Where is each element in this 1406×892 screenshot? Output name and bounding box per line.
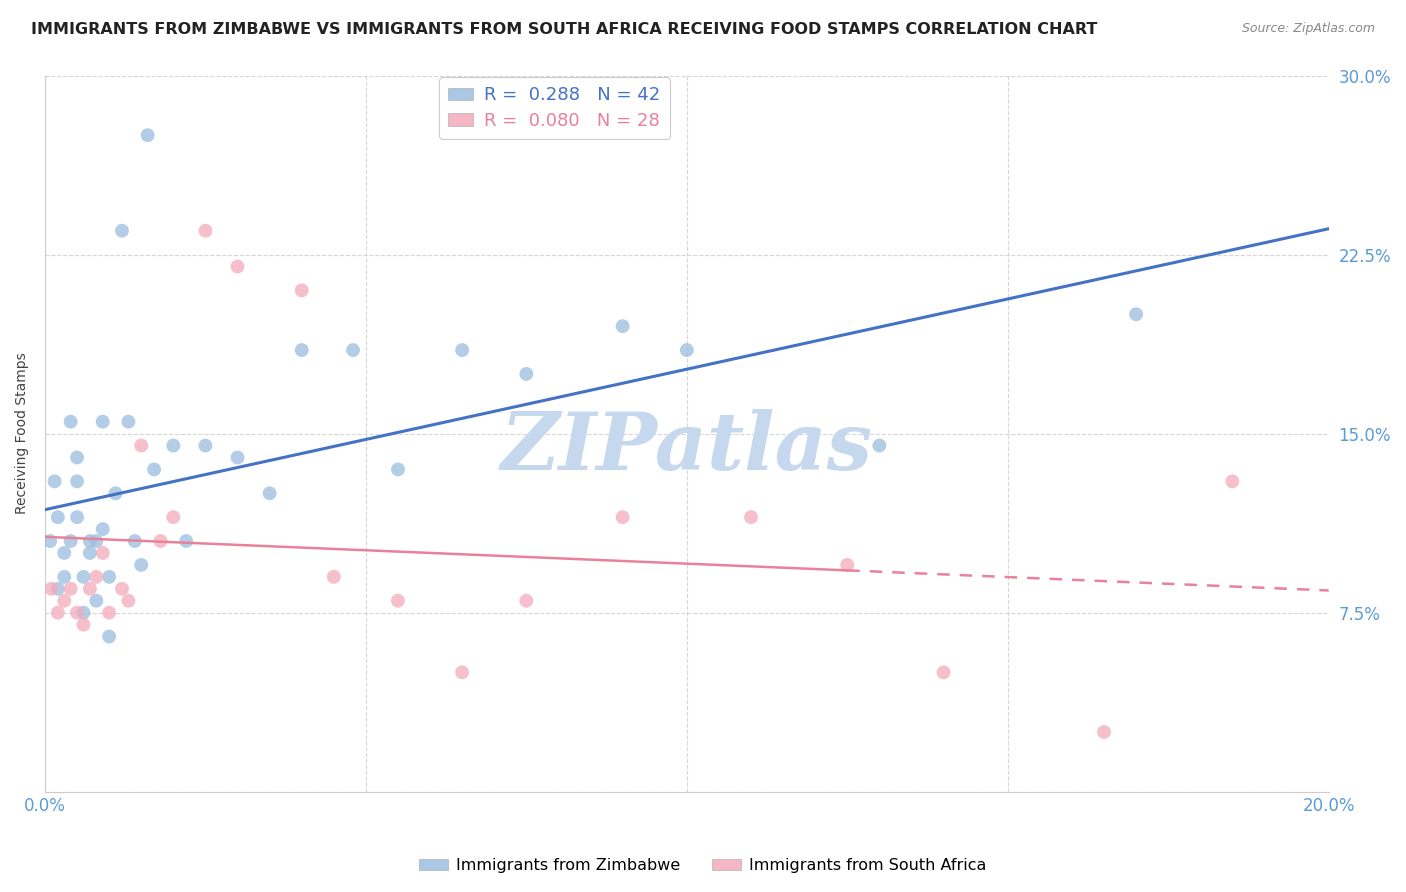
- Point: [387, 462, 409, 476]
- Point: [46, 510, 69, 524]
- Point: [117, 593, 139, 607]
- Point: [291, 284, 314, 298]
- Point: [117, 415, 139, 429]
- Point: [1125, 307, 1147, 321]
- Point: [53, 570, 76, 584]
- Point: [342, 343, 364, 357]
- Point: [53, 546, 76, 560]
- Point: [612, 319, 634, 334]
- Point: [104, 486, 127, 500]
- Point: [66, 475, 89, 489]
- Text: IMMIGRANTS FROM ZIMBABWE VS IMMIGRANTS FROM SOUTH AFRICA RECEIVING FOOD STAMPS C: IMMIGRANTS FROM ZIMBABWE VS IMMIGRANTS F…: [31, 22, 1097, 37]
- Point: [322, 570, 344, 584]
- Point: [226, 260, 249, 274]
- Point: [226, 450, 249, 465]
- Point: [66, 510, 89, 524]
- Y-axis label: Receiving Food Stamps: Receiving Food Stamps: [15, 352, 30, 515]
- Point: [79, 546, 101, 560]
- Point: [91, 415, 114, 429]
- Point: [98, 570, 121, 584]
- Point: [143, 462, 166, 476]
- Point: [515, 593, 537, 607]
- Point: [72, 606, 94, 620]
- Point: [79, 582, 101, 596]
- Point: [41, 582, 63, 596]
- Point: [837, 558, 859, 572]
- Point: [91, 522, 114, 536]
- Point: [124, 534, 146, 549]
- Point: [98, 630, 121, 644]
- Text: ZIPatlas: ZIPatlas: [501, 409, 873, 487]
- Point: [740, 510, 762, 524]
- Point: [194, 224, 217, 238]
- Point: [675, 343, 697, 357]
- Point: [46, 606, 69, 620]
- Point: [59, 582, 82, 596]
- Point: [162, 510, 184, 524]
- Point: [59, 415, 82, 429]
- Point: [111, 224, 134, 238]
- Point: [86, 534, 108, 549]
- Point: [98, 606, 121, 620]
- Point: [86, 570, 108, 584]
- Text: Source: ZipAtlas.com: Source: ZipAtlas.com: [1241, 22, 1375, 36]
- Point: [932, 665, 955, 680]
- Point: [259, 486, 281, 500]
- Point: [44, 475, 66, 489]
- Point: [111, 582, 134, 596]
- Point: [1222, 475, 1244, 489]
- Point: [59, 534, 82, 549]
- Point: [868, 438, 890, 452]
- Point: [1092, 725, 1115, 739]
- Point: [129, 558, 152, 572]
- Point: [91, 546, 114, 560]
- Point: [72, 570, 94, 584]
- Point: [162, 438, 184, 452]
- Point: [136, 128, 159, 143]
- Point: [387, 593, 409, 607]
- Point: [174, 534, 197, 549]
- Point: [79, 534, 101, 549]
- Point: [53, 593, 76, 607]
- Point: [194, 438, 217, 452]
- Point: [66, 450, 89, 465]
- Legend: Immigrants from Zimbabwe, Immigrants from South Africa: Immigrants from Zimbabwe, Immigrants fro…: [413, 852, 993, 880]
- Point: [451, 665, 474, 680]
- Point: [451, 343, 474, 357]
- Point: [291, 343, 314, 357]
- Point: [149, 534, 172, 549]
- Legend: R =  0.288   N = 42, R =  0.080   N = 28: R = 0.288 N = 42, R = 0.080 N = 28: [439, 78, 669, 138]
- Point: [515, 367, 537, 381]
- Point: [129, 438, 152, 452]
- Point: [72, 617, 94, 632]
- Point: [86, 593, 108, 607]
- Point: [66, 606, 89, 620]
- Point: [39, 534, 62, 549]
- Point: [46, 582, 69, 596]
- Point: [612, 510, 634, 524]
